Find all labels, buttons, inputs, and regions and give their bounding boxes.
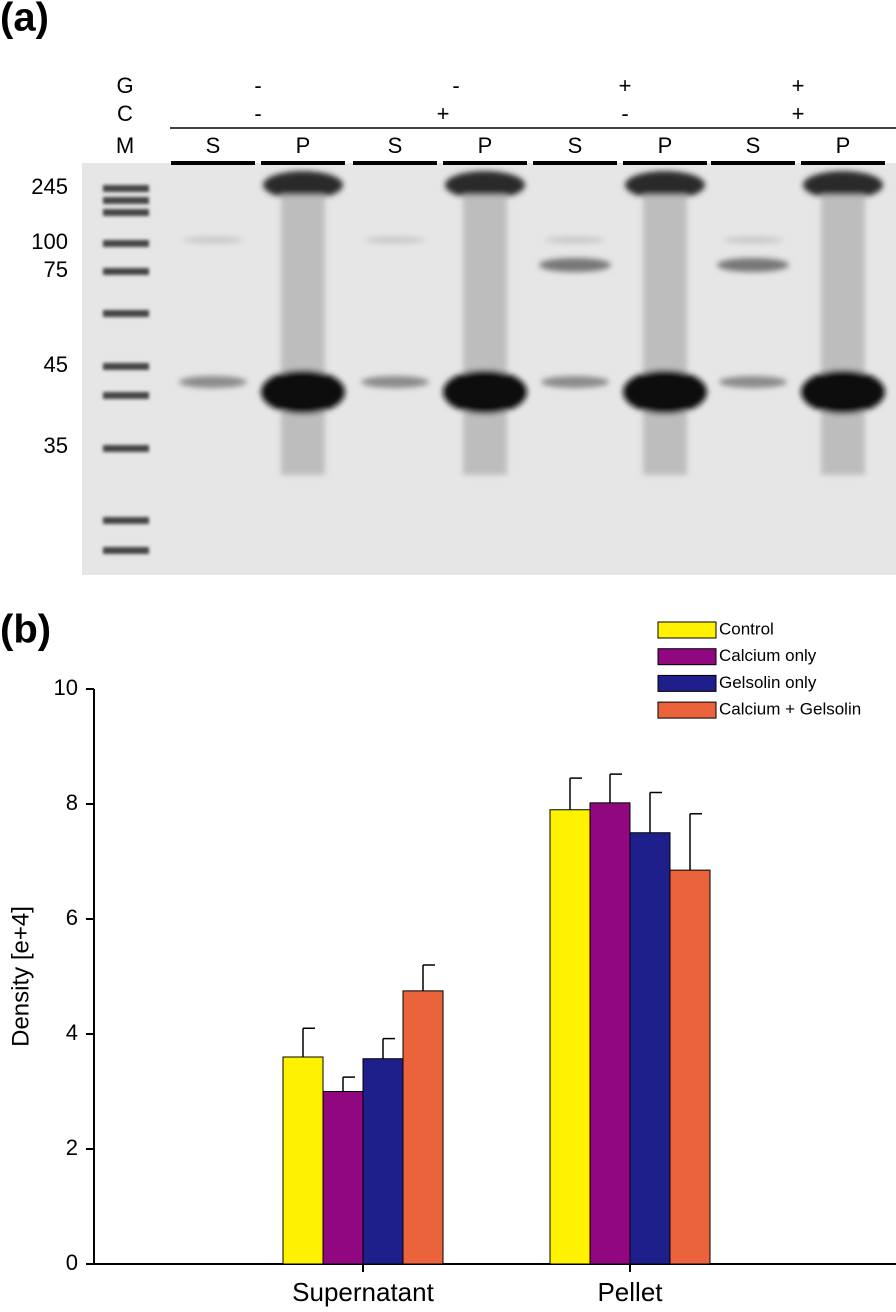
x-tick-label: Supernatant [292,1277,434,1307]
smear [821,195,865,475]
smear [463,195,507,475]
marker-band [103,310,149,317]
g-sign: + [792,73,805,98]
row-label: M [116,133,134,158]
marker-band [103,197,149,204]
marker-band [103,445,149,452]
bar [669,869,711,1265]
lane-label: S [568,133,583,158]
band [717,258,789,272]
band [361,376,429,388]
legend-swatch [657,701,717,719]
c-sign: - [621,101,628,126]
bar [282,1056,324,1265]
lane-label: P [296,133,311,158]
row-label: C [117,101,133,126]
band [541,376,609,388]
band [179,376,247,388]
legend-swatch [657,674,717,692]
lane-label: S [206,133,221,158]
panel-label: (a) [0,0,49,40]
marker-band [103,547,149,554]
smear [281,195,325,475]
lane-label: P [836,133,851,158]
bar [402,990,444,1265]
y-tick-label: 10 [54,675,78,700]
lane-label: P [658,133,673,158]
legend-label: Calcium + Gelsolin [719,700,861,719]
smear [643,195,687,475]
marker-band [103,517,149,524]
band [719,376,787,388]
well [445,171,525,199]
y-axis-title: Density [e+4] [7,906,34,1047]
g-sign: - [254,73,261,98]
legend-label: Gelsolin only [719,673,817,692]
legend-label: Control [719,619,774,638]
band [801,370,885,414]
y-tick-label: 4 [66,1020,78,1045]
marker-label: 100 [31,229,68,254]
y-tick-label: 6 [66,905,78,930]
bar [322,1091,364,1265]
marker-label: 45 [44,352,68,377]
g-sign: + [619,73,632,98]
marker-label: 35 [44,433,68,458]
band [539,258,611,272]
gel-bands [179,171,885,475]
marker-band [103,392,149,399]
g-sign: - [452,73,459,98]
c-sign: - [254,101,261,126]
panel-label: (b) [0,608,51,652]
y-tick-label: 8 [66,790,78,815]
bar [549,809,591,1265]
marker-band [103,209,149,216]
band [623,370,707,414]
marker-band [103,240,149,247]
band [723,237,783,243]
well [263,171,343,199]
band [261,370,345,414]
marker-label: 75 [44,257,68,282]
bar [589,802,631,1265]
well [625,171,705,199]
marker-band [103,363,149,370]
legend-label: Calcium only [719,646,817,665]
marker-label: 245 [31,174,68,199]
marker-band [103,268,149,275]
band [545,237,605,243]
lane-label: S [388,133,403,158]
legend-swatch [657,621,717,639]
well [803,171,883,199]
bar [362,1058,404,1265]
band [443,370,527,414]
x-tick-label: Pellet [597,1277,663,1307]
band [183,237,243,243]
marker-band [103,185,149,192]
legend-swatch [657,648,717,666]
c-sign: + [437,101,450,126]
bar [629,832,671,1265]
y-tick-label: 2 [66,1135,78,1160]
lane-label: S [746,133,761,158]
band [365,237,425,243]
lane-label: P [478,133,493,158]
c-sign: + [792,101,805,126]
row-label: G [116,73,133,98]
y-tick-label: 0 [66,1250,78,1275]
